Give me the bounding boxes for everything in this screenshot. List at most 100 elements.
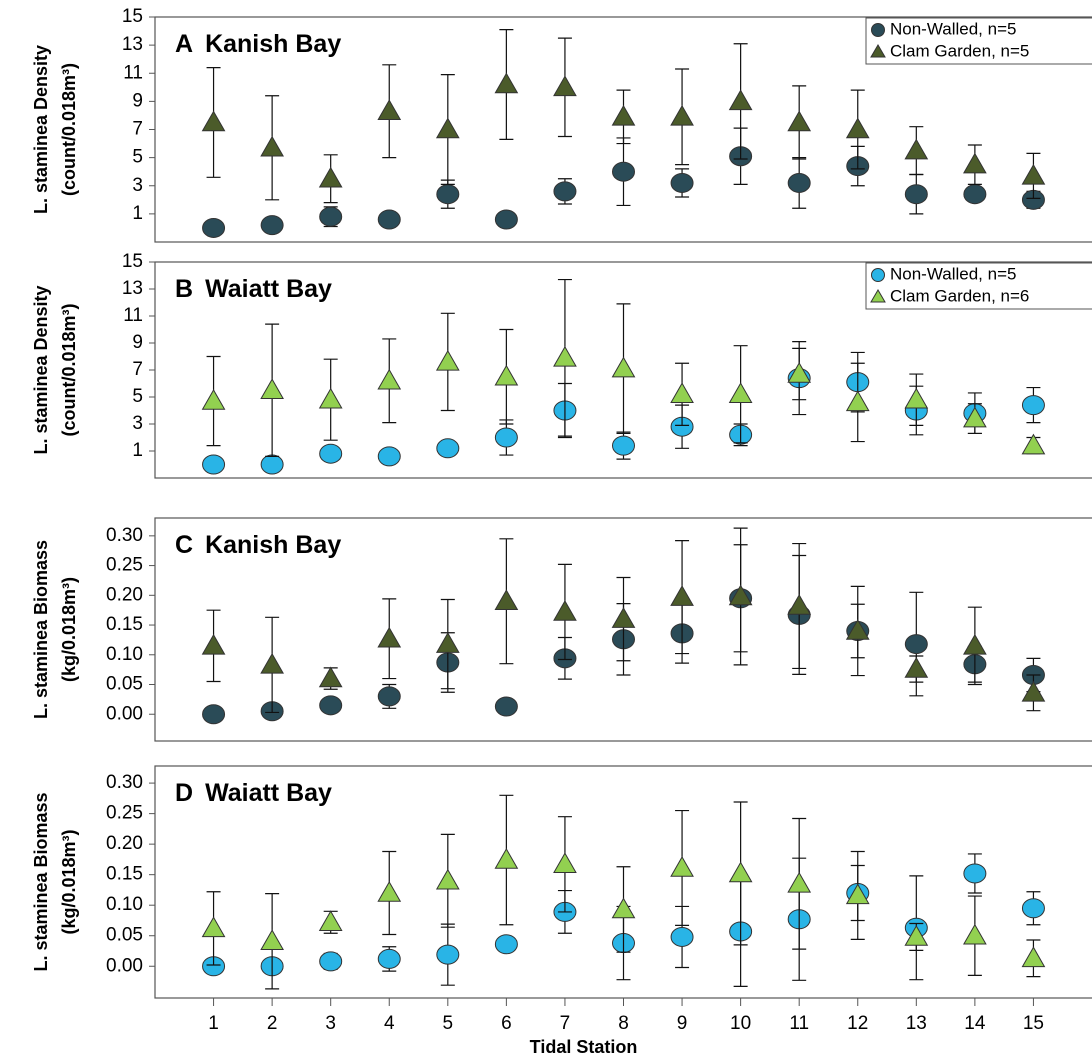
triangle-marker — [260, 652, 284, 674]
triangle-marker — [845, 618, 870, 640]
legend-label: Clam Garden, n=5 — [890, 41, 1029, 60]
circle-marker — [494, 427, 518, 448]
triangle-marker — [670, 855, 694, 877]
triangle-marker — [787, 871, 812, 893]
triangle-marker — [963, 406, 987, 428]
triangle-marker — [318, 910, 343, 932]
triangle-marker — [611, 897, 636, 919]
panel-name: Waiatt Bay — [205, 779, 332, 807]
y-tick-label: 0.30 — [106, 772, 143, 793]
y-tick-label: 0.00 — [106, 955, 143, 976]
panel-name: Kanish Bay — [205, 531, 341, 559]
x-tick-label: 11 — [789, 1013, 809, 1034]
triangle-marker — [904, 657, 929, 678]
circle-marker — [319, 443, 343, 464]
triangle-marker — [670, 104, 694, 126]
x-tick-label: 3 — [325, 1013, 336, 1034]
legend-marker — [870, 289, 886, 303]
y-tick-label: 0.15 — [106, 614, 143, 635]
panel-name: Kanish Bay — [205, 30, 341, 58]
triangle-marker — [553, 345, 577, 367]
triangle-marker — [728, 584, 753, 606]
triangle-marker — [1021, 946, 1046, 968]
y-tick-label: 9 — [132, 90, 143, 111]
circle-marker — [963, 863, 987, 884]
x-tick-label: 5 — [443, 1013, 454, 1034]
y-tick-label: 0.30 — [106, 525, 143, 546]
panel-letter: C — [175, 531, 193, 559]
panel-letter: B — [175, 275, 193, 303]
triangle-marker — [787, 110, 812, 132]
y-tick-label: 3 — [132, 413, 143, 434]
triangle-marker — [260, 929, 284, 950]
triangle-marker — [494, 848, 519, 869]
triangle-marker — [728, 861, 753, 883]
triangle-marker — [435, 117, 460, 139]
circle-marker — [787, 172, 811, 193]
triangle-marker — [845, 390, 870, 412]
triangle-marker — [904, 924, 929, 946]
circle-marker — [612, 435, 635, 456]
x-tick-label: 4 — [384, 1013, 395, 1034]
triangle-marker — [494, 364, 519, 386]
triangle-marker — [201, 110, 226, 132]
panel-title: B Waiatt Bay — [175, 275, 332, 303]
triangle-marker — [553, 75, 577, 97]
circle-marker — [202, 704, 226, 725]
triangle-marker — [435, 349, 460, 371]
triangle-marker — [377, 880, 402, 902]
legend-marker — [871, 268, 885, 282]
triangle-marker — [260, 378, 284, 399]
circle-marker — [904, 634, 928, 655]
circle-marker — [436, 438, 460, 459]
y-tick-label: 9 — [132, 332, 143, 353]
circle-marker — [260, 215, 284, 236]
y-tick-label: 0.05 — [106, 674, 143, 695]
triangle-marker — [494, 72, 519, 94]
panel-letter: A — [175, 30, 193, 58]
triangle-marker — [318, 387, 343, 409]
x-tick-label: 1 — [208, 1013, 219, 1034]
circle-marker — [494, 934, 518, 955]
y-tick-label: 15 — [122, 251, 143, 272]
triangle-marker — [728, 382, 753, 404]
triangle-marker — [904, 387, 929, 409]
panel-title: C Kanish Bay — [175, 531, 341, 559]
y-tick-label: 1 — [132, 440, 143, 461]
circle-marker — [202, 454, 226, 475]
triangle-marker — [670, 382, 694, 404]
y-tick-label: 0.10 — [106, 894, 143, 915]
circle-marker — [319, 695, 343, 716]
y-tick-label: 0.25 — [106, 803, 143, 824]
triangle-marker — [670, 585, 694, 606]
x-tick-label: 12 — [847, 1013, 868, 1034]
legend-label: Clam Garden, n=6 — [890, 286, 1029, 305]
triangle-marker — [318, 666, 343, 688]
x-tick-label: 9 — [677, 1013, 688, 1034]
y-tick-label: 7 — [132, 119, 143, 140]
legend-marker — [870, 44, 886, 58]
legend-box — [865, 262, 1092, 310]
triangle-marker — [1021, 163, 1046, 185]
triangle-marker — [553, 852, 577, 874]
y-tick-label: 0.25 — [106, 555, 143, 576]
triangle-marker — [845, 117, 870, 139]
circle-marker — [1021, 898, 1045, 919]
x-tick-label: 13 — [906, 1013, 927, 1034]
y-tick-label: 13 — [122, 278, 143, 299]
y-tick-label: 0.00 — [106, 703, 143, 724]
y-axis-label: L. staminea Density — [31, 285, 51, 454]
x-tick-label: 6 — [501, 1013, 512, 1034]
circle-marker — [670, 926, 694, 947]
triangle-marker — [963, 923, 987, 945]
y-tick-label: 7 — [132, 359, 143, 380]
triangle-marker — [318, 166, 343, 188]
triangle-marker — [201, 389, 226, 410]
legend-box — [865, 17, 1092, 65]
y-tick-label: 0.20 — [106, 584, 143, 605]
legend-marker — [871, 23, 885, 37]
y-tick-label: 1 — [132, 203, 143, 224]
y-axis-label: L. staminea Density — [31, 45, 51, 214]
y-tick-label: 5 — [132, 386, 143, 407]
circle-marker — [494, 209, 518, 230]
